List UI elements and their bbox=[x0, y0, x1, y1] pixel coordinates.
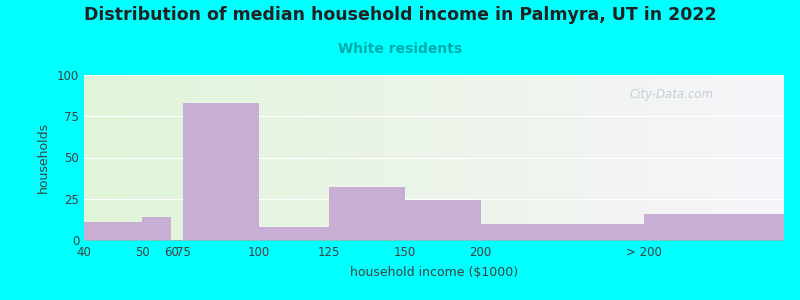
Bar bbox=[84, 222, 142, 240]
Text: Distribution of median household income in Palmyra, UT in 2022: Distribution of median household income … bbox=[84, 6, 716, 24]
Y-axis label: households: households bbox=[37, 122, 50, 193]
Bar bbox=[142, 217, 171, 240]
Bar bbox=[183, 103, 259, 240]
Text: White residents: White residents bbox=[338, 42, 462, 56]
Bar bbox=[329, 187, 405, 240]
X-axis label: household income ($1000): household income ($1000) bbox=[350, 266, 518, 278]
Bar bbox=[405, 200, 481, 240]
Bar bbox=[481, 224, 644, 240]
Bar bbox=[644, 214, 784, 240]
Text: City-Data.com: City-Data.com bbox=[630, 88, 714, 101]
Bar bbox=[259, 227, 329, 240]
